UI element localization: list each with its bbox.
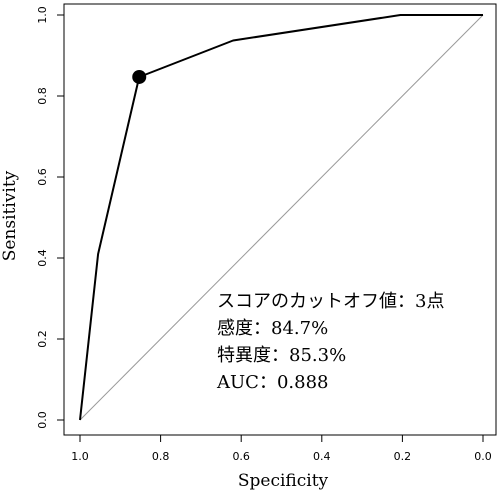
y-axis: 0.0 0.2 0.4 0.6 0.8 1.0 [36,6,65,429]
annotation-auc: AUC：0.888 [216,372,328,393]
annotation-cutoff: スコアのカットオフ値：3点 [217,291,444,312]
annotation-specificity: 特異度：85.3% [217,345,346,366]
x-tick-label: 0.6 [232,450,250,463]
y-tick-label: 0.6 [36,168,49,186]
x-tick-label: 0.8 [152,450,170,463]
y-axis-title: Sensitivity [0,170,20,261]
cutoff-point [132,69,147,84]
roc-curve [79,14,483,421]
curve-layer [79,14,483,421]
x-tick-label: 0.2 [394,450,412,463]
x-axis-title: Specificity [238,471,329,491]
reference-layer [79,14,484,421]
y-tick-label: 1.0 [36,6,49,24]
y-tick-label: 0.4 [36,249,49,267]
annotation-sensitivity: 感度：84.7% [217,318,328,339]
y-tick-label: 0.8 [36,87,49,105]
x-tick-label: 0.4 [313,450,331,463]
y-tick-label: 0.0 [36,411,49,429]
x-axis: 1.0 0.8 0.6 0.4 0.2 0.0 [71,434,492,463]
y-tick-label: 0.2 [36,330,49,348]
x-tick-label: 0.0 [474,450,492,463]
reference-diagonal [79,14,484,421]
x-tick-label: 1.0 [71,450,89,463]
